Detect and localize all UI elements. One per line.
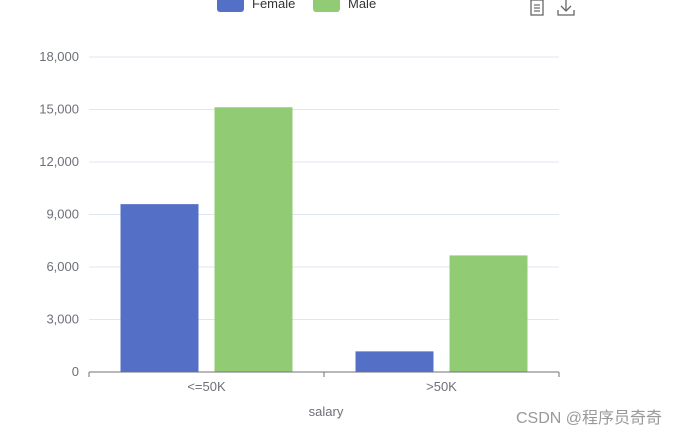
bars <box>120 107 528 372</box>
x-tick-label: >50K <box>426 379 457 394</box>
bar-female-1[interactable] <box>355 351 434 372</box>
y-tick-label: 15,000 <box>39 102 79 117</box>
legend-label: Male <box>348 0 376 11</box>
y-tick-label: 9,000 <box>46 207 79 222</box>
x-axis-title: salary <box>309 404 344 419</box>
y-tick-label: 6,000 <box>46 259 79 274</box>
bar-male-1[interactable] <box>449 255 528 372</box>
x-axis: <=50K >50K <box>88 371 560 394</box>
save-as-image-icon[interactable] <box>557 0 575 16</box>
watermark: CSDN @程序员奇奇 <box>516 409 662 427</box>
legend[interactable]: Female Male <box>217 0 376 12</box>
toolbox[interactable] <box>530 0 575 16</box>
data-view-icon[interactable] <box>530 0 544 16</box>
y-axis-tick-labels: 0 3,000 6,000 9,000 12,000 15,000 18,000 <box>39 49 79 379</box>
y-tick-label: 0 <box>72 364 79 379</box>
bar-female-0[interactable] <box>120 204 199 372</box>
legend-label: Female <box>252 0 295 11</box>
legend-swatch <box>217 0 244 12</box>
y-tick-label: 12,000 <box>39 154 79 169</box>
x-tick-label: <=50K <box>187 379 226 394</box>
legend-item-male[interactable]: Male <box>313 0 376 12</box>
y-tick-label: 3,000 <box>46 312 79 327</box>
legend-swatch <box>313 0 340 12</box>
legend-item-female[interactable]: Female <box>217 0 295 12</box>
y-tick-label: 18,000 <box>39 49 79 64</box>
bar-male-0[interactable] <box>214 107 293 372</box>
